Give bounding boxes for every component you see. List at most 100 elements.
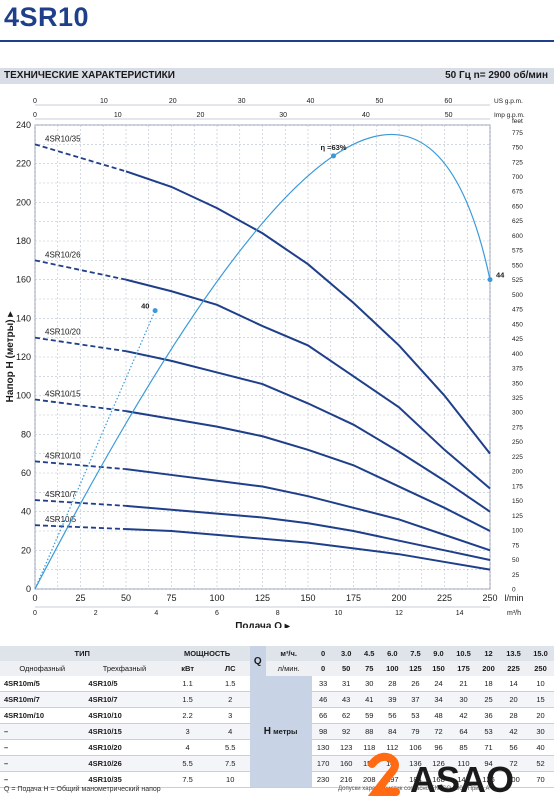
table-cell-h: 70 [527, 771, 554, 788]
table-cell-three: 4SR10/35 [84, 771, 165, 788]
table-lmin-value: 75 [357, 661, 381, 676]
table-cell-three: 4SR10/15 [84, 723, 165, 740]
feet-tick-label: 175 [512, 483, 523, 490]
table-lmin-value: 250 [527, 661, 554, 676]
curve-label: 4SR10/35 [45, 134, 81, 143]
table-cell-h: 184 [403, 771, 427, 788]
table-cell-h: 30 [357, 676, 381, 692]
table-lmin-unit: л/мин. [265, 661, 312, 676]
y-tick-label: 60 [21, 468, 31, 478]
table-cell-h: 53 [476, 723, 501, 740]
table-cell-h: 21 [450, 676, 477, 692]
table-cell-h: 30 [527, 723, 554, 740]
table-cell-single: – [0, 771, 85, 788]
curve-dashed-segment [34, 460, 127, 471]
y-tick-label: 20 [21, 545, 31, 555]
pump-curve-line [125, 278, 491, 490]
table-cell-three: 4SR10/5 [84, 676, 165, 692]
x-tick-label: 125 [255, 593, 270, 603]
top-axis-tick-label: 30 [238, 98, 246, 105]
feet-tick-label: 550 [512, 262, 523, 269]
x-tick-label: 50 [121, 593, 131, 603]
table-lmin-value: 0 [311, 661, 335, 676]
feet-unit-label: feet [512, 118, 523, 125]
curve-dashed-segment [34, 499, 127, 507]
table-lmin-value: 200 [476, 661, 501, 676]
table-lmin-value: 225 [500, 661, 527, 676]
table-cell-h: 15 [527, 691, 554, 708]
feet-tick-label: 525 [512, 277, 523, 284]
feet-tick-label: 25 [512, 572, 520, 579]
table-cell-h: 48 [426, 707, 451, 724]
top-axis-tick-label: 40 [307, 98, 315, 105]
table-cell-h: 136 [403, 755, 427, 772]
x-tick-label: 25 [75, 593, 85, 603]
y-tick-label: 180 [16, 236, 31, 246]
table-lmin-value: 150 [426, 661, 451, 676]
table-cell-h: 126 [476, 771, 501, 788]
table-cell-h: 208 [357, 771, 381, 788]
feet-tick-label: 675 [512, 189, 523, 196]
table-cell-hp: 5.5 [210, 739, 250, 756]
table-cell-h: 72 [426, 723, 451, 740]
top-axis-tick-label: 10 [100, 98, 108, 105]
table-cell-h: 41 [357, 691, 381, 708]
m3h-tick-label: 8 [276, 610, 280, 617]
table-cell-h: 56 [500, 739, 527, 756]
footer-note: Q = Подача H = Общий манометрический нап… [4, 786, 161, 793]
efficiency-point [330, 153, 336, 159]
x-tick-label: 250 [482, 593, 497, 603]
table-single-header: Однофазный [0, 661, 85, 676]
table-cell-h: 24 [426, 676, 451, 692]
m3h-unit-label: m³/h [507, 610, 521, 617]
feet-tick-label: 325 [512, 395, 523, 402]
top-axis-tick-label: 20 [169, 98, 177, 105]
table-m3h-value: 6.0 [380, 646, 404, 661]
table-cell-h: 84 [380, 723, 404, 740]
table-lmin-value: 175 [450, 661, 477, 676]
table-row: 4SR10m/7 4SR10/7 1.5 2 46 43 41 39 37 34 30 25 20 15 [0, 691, 554, 708]
table-cell-h: 20 [527, 707, 554, 724]
table-cell-kw: 7.5 [164, 771, 211, 788]
table-cell-h: 168 [426, 771, 451, 788]
table-cell-h: 37 [403, 691, 427, 708]
y-tick-label: 200 [16, 197, 31, 207]
performance-table: ТИП МОЩНОСТЬ Q м³/ч. 0 3.0 4.5 6.0 7.5 9.0 10… [0, 646, 554, 788]
table-cell-h: 100 [500, 771, 527, 788]
table-m3h-unit: м³/ч. [265, 646, 312, 661]
table-row: –4SR10/20 4 5.5 130 123 118 112 106 96 85 71 56 40 [0, 739, 554, 756]
table-cell-h: 30 [450, 691, 477, 708]
table-hp-header: ЛС [210, 661, 250, 676]
table-cell-h: 25 [476, 691, 501, 708]
feet-tick-label: 750 [512, 145, 523, 152]
feet-tick-label: 75 [512, 542, 520, 549]
x-tick-label: 175 [346, 593, 361, 603]
table-cell-h: 66 [311, 707, 335, 724]
table-cell-h: 96 [426, 739, 451, 756]
top-axis-tick-label: 0 [33, 98, 37, 105]
efficiency-peak-label: η =63% [320, 143, 346, 152]
table-cell-h: 39 [380, 691, 404, 708]
table-cell-h: 130 [311, 739, 335, 756]
table-m3h-value: 0 [311, 646, 335, 661]
section-speed: 50 Гц n= 2900 об/мин [445, 70, 548, 81]
table-cell-h: 94 [476, 755, 501, 772]
section-header-bar: ТЕХНИЧЕСКИЕ ХАРАКТЕРИСТИКИ 50 Гц n= 2900… [0, 68, 554, 84]
footer-tolerance: Допуски характеристик согласно EN ISO 99… [338, 786, 490, 792]
efficiency-point [487, 277, 493, 283]
table-cell-h: 216 [334, 771, 358, 788]
feet-tick-label: 275 [512, 424, 523, 431]
table-m3h-value: 15.0 [527, 646, 554, 661]
table-cell-h: 98 [311, 723, 335, 740]
table-m3h-value: 3.0 [334, 646, 358, 661]
m3h-tick-label: 10 [334, 610, 342, 617]
y-tick-label: 40 [21, 507, 31, 517]
title-underline [0, 40, 554, 42]
x-axis-title: Подача Q ▸ [235, 621, 291, 628]
y-tick-label: 120 [16, 352, 31, 362]
top-axis-tick-label: 0 [33, 112, 37, 119]
y-tick-label: 240 [16, 120, 31, 130]
curve-label: 4SR10/20 [45, 328, 81, 337]
top-axis-unit: Imp g.p.m. [494, 112, 525, 119]
table-cell-h: 20 [500, 691, 527, 708]
